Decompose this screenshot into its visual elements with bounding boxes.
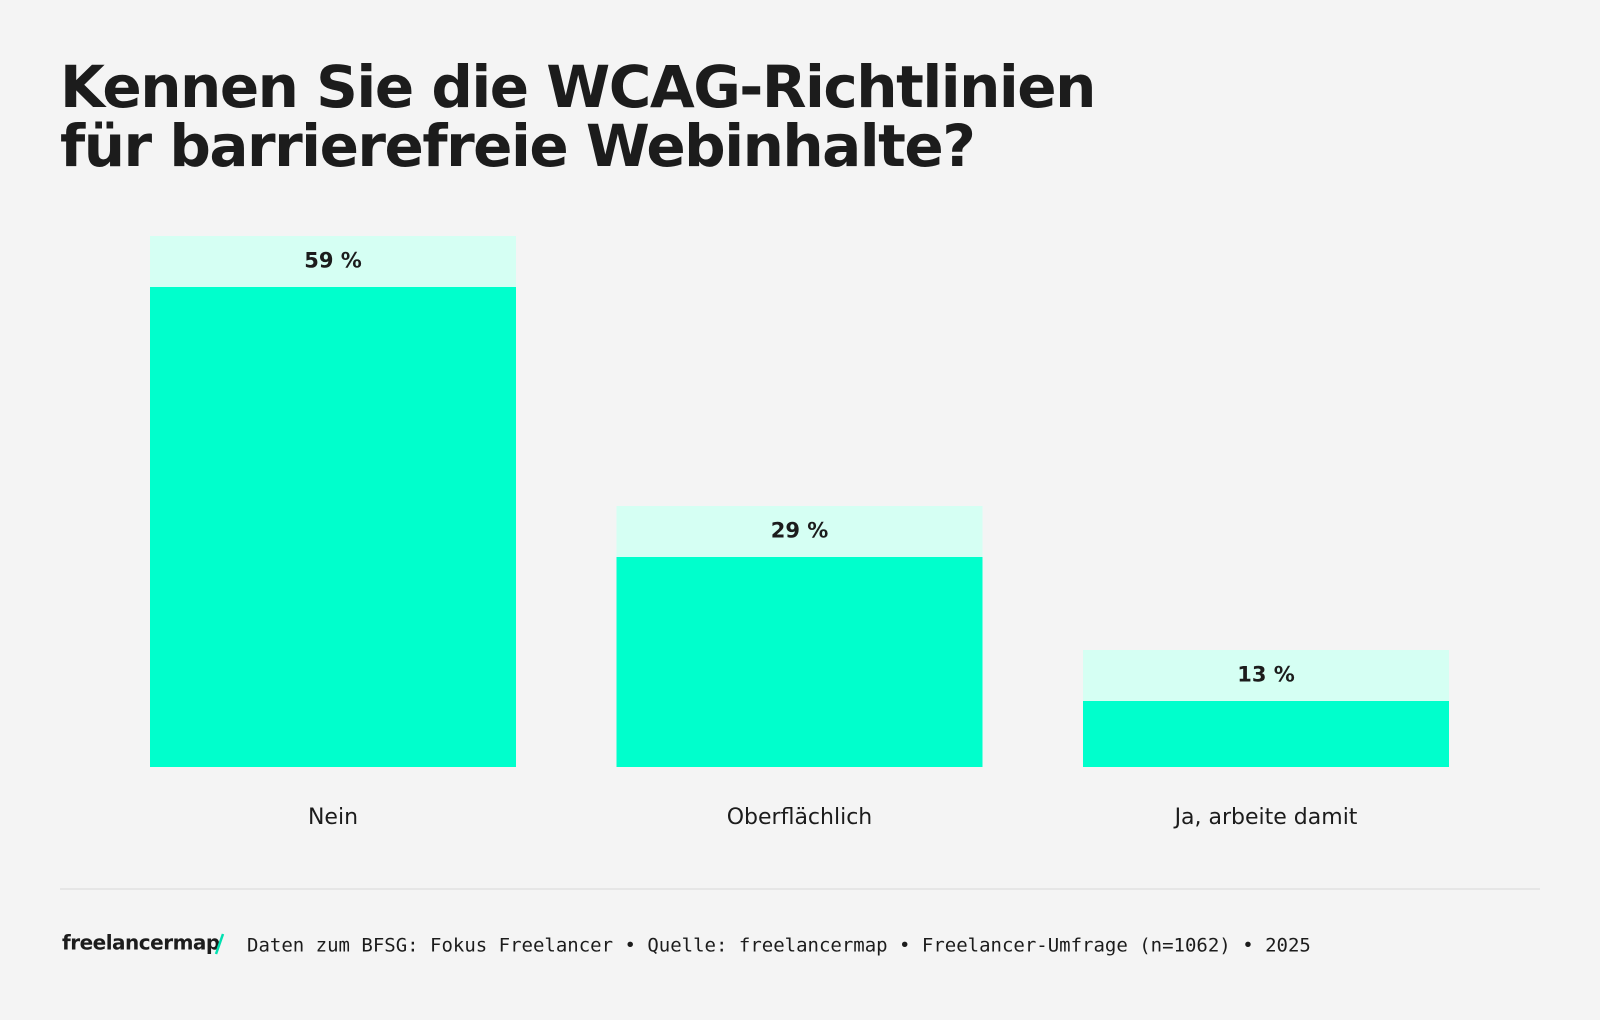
x-tick-label: Oberflächlich: [727, 805, 873, 830]
chart-title: für barrierefreie Webinhalte?: [60, 112, 974, 180]
x-tick-label: Nein: [308, 805, 358, 830]
bar-cap: [616, 506, 983, 557]
value-label: 13 %: [1237, 663, 1295, 687]
logo-slash: [214, 933, 225, 955]
value-label: 59 %: [304, 249, 362, 273]
bar-cap: [150, 236, 516, 287]
logo: freelancermap: [62, 931, 220, 955]
chart-title: Kennen Sie die WCAG-Richtlinien: [60, 53, 1095, 121]
bar-cap: [1083, 650, 1449, 701]
x-tick-label: Ja, arbeite damit: [1173, 805, 1358, 830]
source: Daten zum BFSG: Fokus Freelancer • Quell…: [247, 935, 1311, 957]
value-label: 29 %: [771, 519, 829, 543]
bar: [150, 236, 516, 767]
